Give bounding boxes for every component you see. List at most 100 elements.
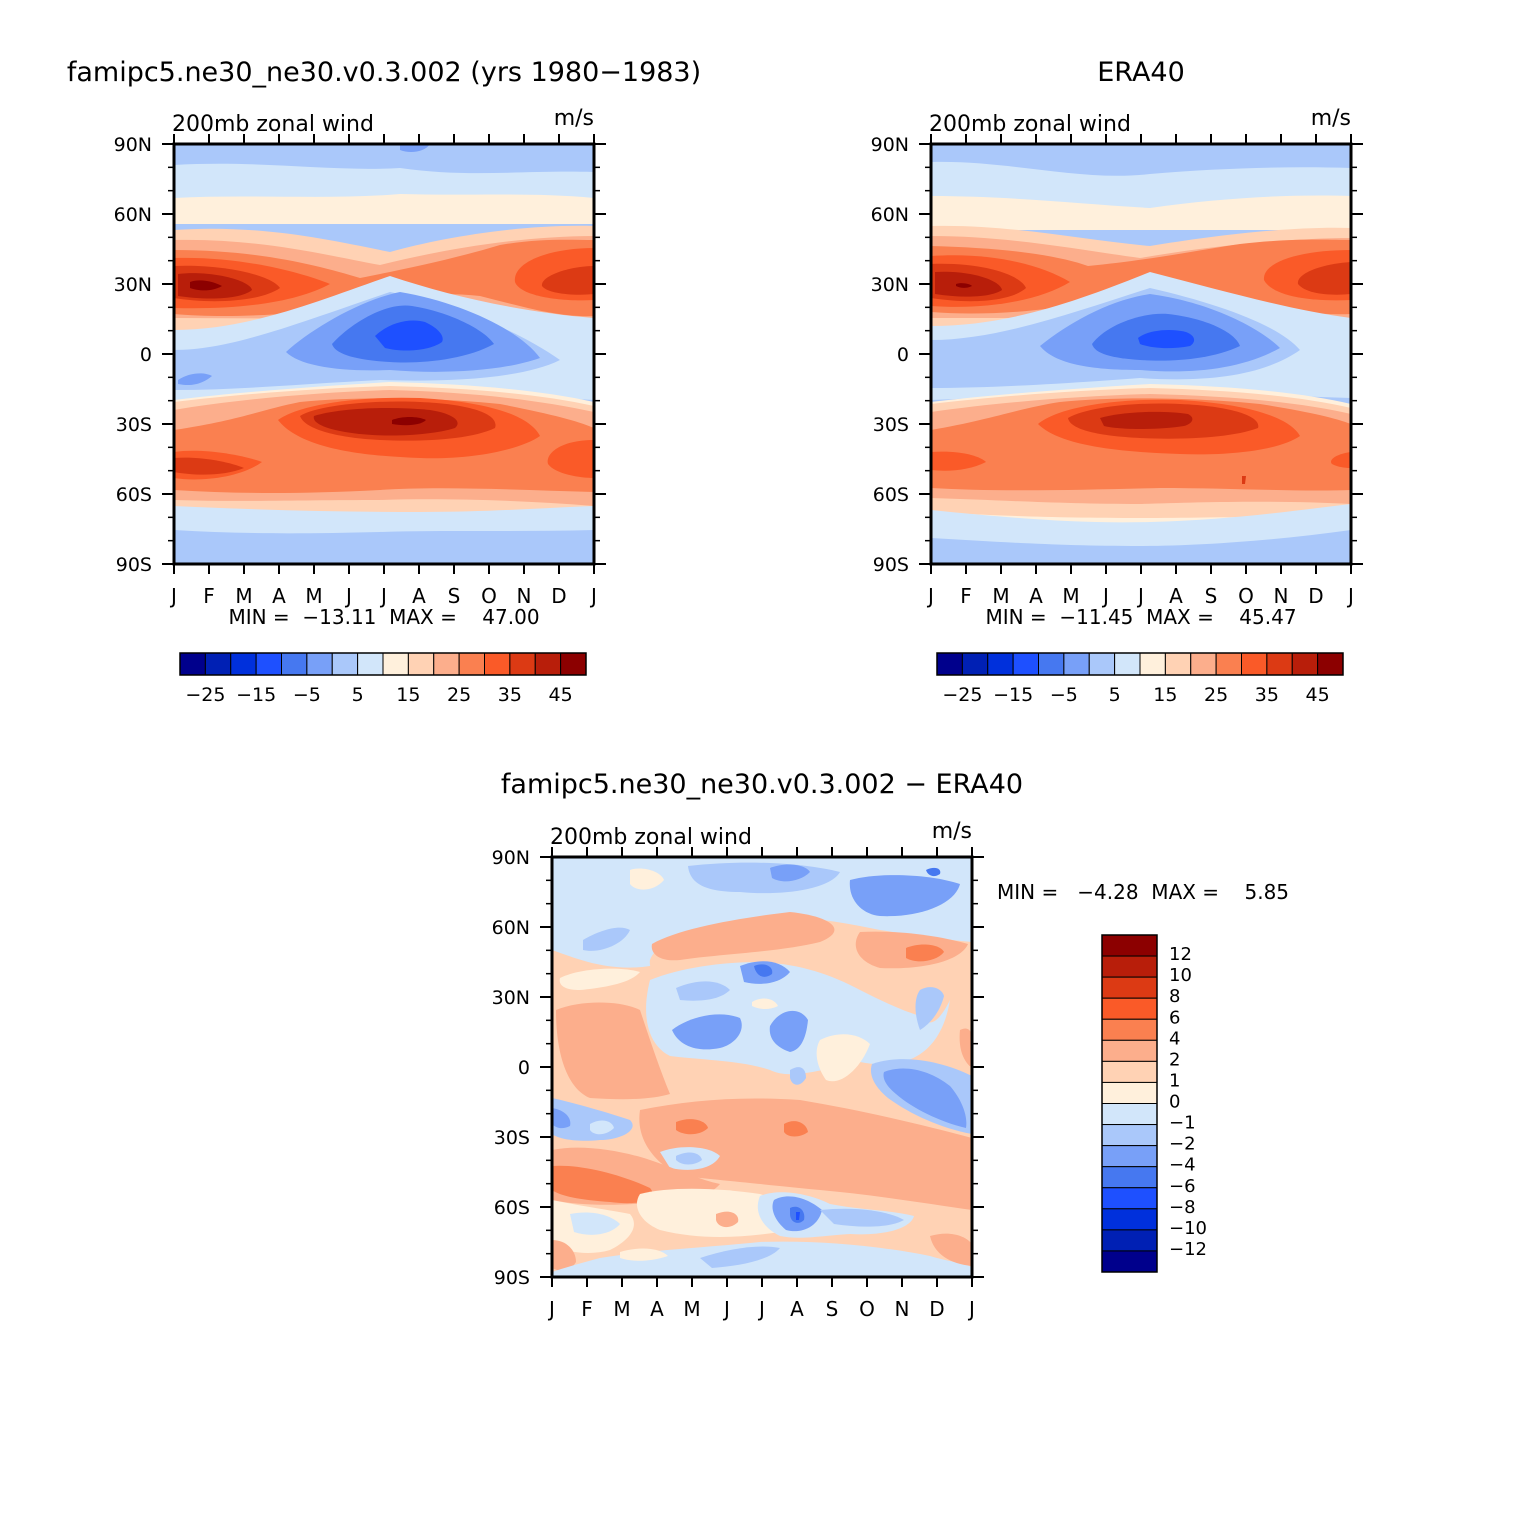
colorbar-swatch <box>1088 652 1116 676</box>
x-tick-label: J <box>967 1297 975 1321</box>
y-tick-label: 0 <box>897 344 909 366</box>
colorbar-frame <box>179 652 587 676</box>
x-tick-label: F <box>203 584 215 608</box>
x-tick-label: J <box>344 584 352 608</box>
x-tick-label: N <box>517 584 532 608</box>
colorbar-swatch <box>1164 652 1192 676</box>
colorbar-label: −2 <box>1169 1134 1196 1155</box>
x-tick-label: J <box>589 584 597 608</box>
panel-model-subtitle: 200mb zonal wind <box>172 112 374 137</box>
x-tick-label: A <box>790 1297 804 1321</box>
x-tick-label: A <box>412 584 426 608</box>
x-tick-label: A <box>1029 584 1043 608</box>
y-tick-label: 0 <box>140 344 152 366</box>
colorbar-swatch <box>1063 652 1090 676</box>
colorbar-swatch <box>458 652 485 676</box>
panel-diff-minmax: MIN = −4.28 MAX = 5.85 <box>997 880 1289 904</box>
panel-diff-units: m/s <box>932 819 972 844</box>
colorbar-swatch <box>1012 652 1039 676</box>
colorbar-label: 35 <box>498 684 522 706</box>
y-tick-label: 30N <box>871 274 909 296</box>
panel-model-contours <box>174 144 594 564</box>
y-tick-label: 60N <box>492 917 530 939</box>
colorbar-swatch <box>230 652 257 676</box>
x-tick-label: M <box>992 584 1009 608</box>
colorbar-label: 0 <box>1169 1092 1180 1113</box>
y-tick-label: 30N <box>492 987 530 1009</box>
colorbar-label: 2 <box>1169 1049 1180 1070</box>
colorbar-swatch <box>1038 652 1065 676</box>
panel-diff-subtitle: 200mb zonal wind <box>550 825 752 850</box>
panel-diff: famipc5.ne30_ne30.v0.3.002 − ERA40 200mb… <box>492 769 1289 1321</box>
colorbar-swatch <box>306 652 333 676</box>
colorbar-swatch <box>987 652 1014 676</box>
colorbar-swatch <box>1101 976 1158 999</box>
colorbar-label: 45 <box>1306 684 1330 706</box>
colorbar-label: 10 <box>1169 965 1192 986</box>
y-tick-label: 30S <box>494 1127 530 1149</box>
x-tick-label: N <box>1274 584 1289 608</box>
colorbar-swatch <box>433 652 460 676</box>
y-tick-label: 90N <box>871 134 909 156</box>
x-tick-label: A <box>1169 584 1183 608</box>
panel-era40-units: m/s <box>1311 106 1351 131</box>
panel-diff-title: famipc5.ne30_ne30.v0.3.002 − ERA40 <box>501 769 1023 800</box>
colorbar-label: −15 <box>993 684 1033 706</box>
colorbar-swatch <box>1101 1124 1158 1147</box>
colorbar-swatch <box>1190 652 1217 676</box>
colorbar-swatch <box>534 652 562 676</box>
colorbar-label: −15 <box>236 684 276 706</box>
x-tick-label: M <box>1062 584 1079 608</box>
colorbar-swatch <box>1101 1060 1158 1083</box>
x-tick-label: D <box>1308 584 1323 608</box>
x-tick-label: A <box>272 584 286 608</box>
x-tick-label: J <box>1101 584 1109 608</box>
y-tick-label: 90N <box>114 134 152 156</box>
colorbar-label: 12 <box>1169 944 1192 965</box>
colorbar-label: −25 <box>942 684 982 706</box>
colorbar-label: −25 <box>185 684 225 706</box>
y-tick-label: 30N <box>114 274 152 296</box>
colorbar-label: 4 <box>1169 1028 1180 1049</box>
y-tick-label: 30S <box>116 414 152 436</box>
colorbar-label: 8 <box>1169 986 1180 1007</box>
colorbar-swatch <box>357 652 384 676</box>
colorbar-swatch <box>1101 1018 1158 1041</box>
y-tick-label: 60S <box>116 484 152 506</box>
colorbar-label: 35 <box>1255 684 1279 706</box>
colorbar-swatch <box>1101 934 1158 957</box>
x-tick-label: M <box>235 584 252 608</box>
colorbar-swatch <box>407 652 435 676</box>
x-tick-label: M <box>683 1297 700 1321</box>
colorbar-swatch <box>1101 1187 1158 1210</box>
colorbar-swatch <box>382 652 409 676</box>
panel-era40-contours <box>931 144 1351 564</box>
colorbar-swatch <box>1101 1166 1158 1189</box>
x-tick-label: D <box>551 584 566 608</box>
colorbar-swatch <box>1317 652 1344 676</box>
colorbar-label: 15 <box>396 684 420 706</box>
colorbar-swatch <box>1241 652 1268 676</box>
y-tick-label: 90S <box>873 554 909 576</box>
y-tick-label: 60S <box>494 1197 530 1219</box>
colorbar-swatch <box>255 652 282 676</box>
colorbar-label: −8 <box>1169 1197 1196 1218</box>
colorbar-swatch <box>961 652 989 676</box>
x-tick-label: M <box>613 1297 630 1321</box>
colorbar-swatch <box>281 652 308 676</box>
colorbar-swatch <box>1101 1145 1158 1168</box>
y-tick-label: 60N <box>871 204 909 226</box>
colorbar-label: 15 <box>1153 684 1177 706</box>
panel-model-colorbar: −25 −15 −5 5 15 25 35 45 <box>179 652 587 706</box>
colorbar-swatch <box>1101 1039 1158 1062</box>
colorbar-swatch <box>1101 1103 1158 1126</box>
x-tick-label: O <box>481 584 497 608</box>
panel-diff-contours <box>552 857 972 1277</box>
colorbar-swatch <box>1291 652 1319 676</box>
panel-era40-minmax: MIN = −11.45 MAX = 45.47 <box>985 605 1296 629</box>
